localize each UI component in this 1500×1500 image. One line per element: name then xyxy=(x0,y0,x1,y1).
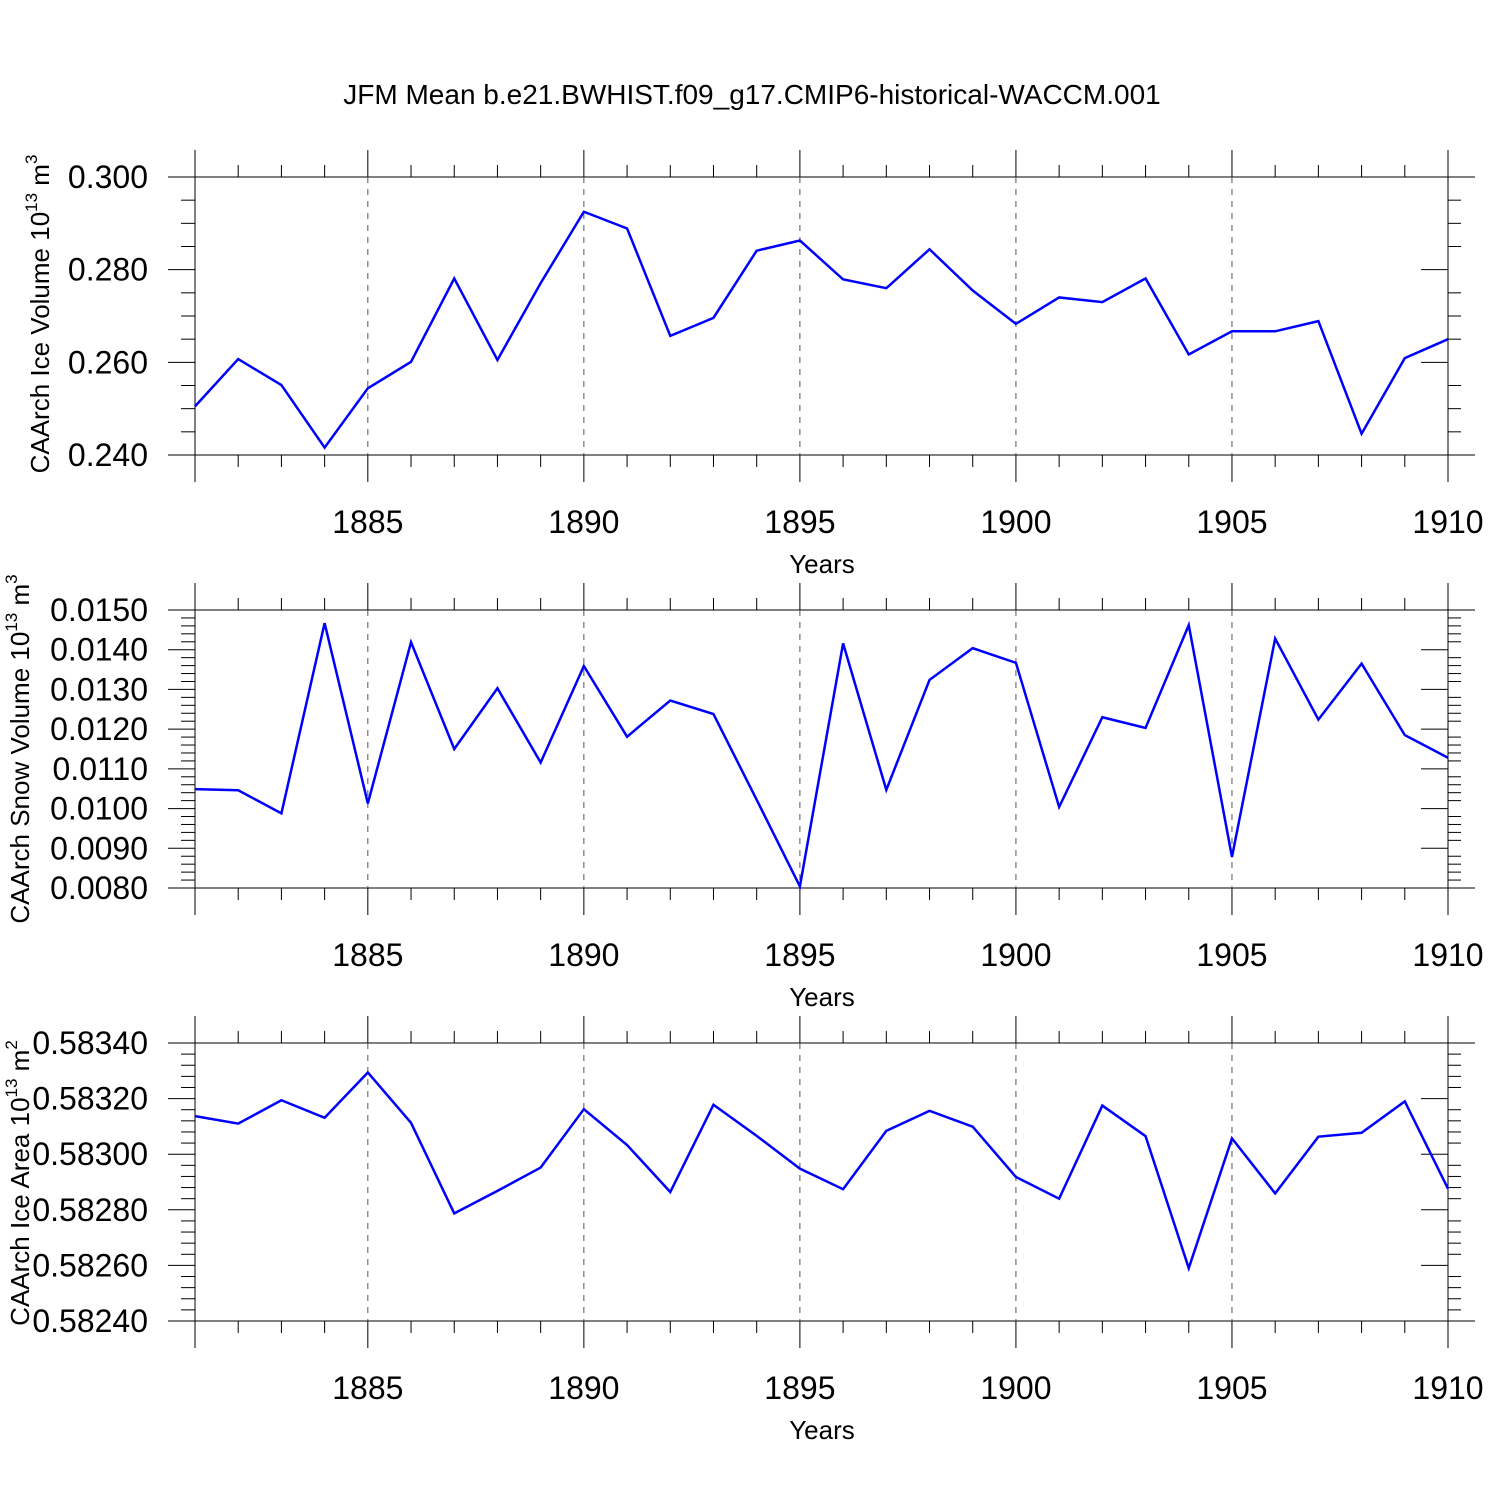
y-tick-label: 0.58280 xyxy=(32,1192,148,1228)
x-tick-label: 1900 xyxy=(980,1370,1051,1406)
y-tick-label: 0.0080 xyxy=(50,870,148,906)
y-tick-label: 0.58260 xyxy=(32,1247,148,1283)
y-tick-label: 0.240 xyxy=(68,437,148,473)
x-tick-label: 1910 xyxy=(1412,1370,1483,1406)
y-tick-label: 0.0130 xyxy=(50,671,148,707)
y-tick-label: 0.0110 xyxy=(53,751,149,787)
y-tick-label: 0.58320 xyxy=(32,1081,148,1117)
x-tick-label: 1900 xyxy=(980,504,1051,540)
y-tick-label: 0.58340 xyxy=(32,1025,148,1061)
y-tick-label: 0.260 xyxy=(68,344,148,380)
x-tick-label: 1890 xyxy=(548,504,619,540)
x-tick-label: 1885 xyxy=(332,504,403,540)
x-axis-label: Years xyxy=(789,549,855,579)
x-tick-label: 1905 xyxy=(1196,1370,1267,1406)
x-tick-label: 1910 xyxy=(1412,937,1483,973)
y-tick-label: 0.0100 xyxy=(50,791,148,827)
y-tick-label: 0.58240 xyxy=(32,1303,148,1339)
series-line xyxy=(194,210,1449,450)
panel-2: 1885 1890 1895 1900 1905 19100.00800.00900.01… xyxy=(2,574,1484,1012)
series-line xyxy=(194,620,1449,891)
x-axis-label: Years xyxy=(789,1415,855,1445)
x-tick-label: 1895 xyxy=(764,937,835,973)
panel-1: 1885 1890 1895 1900 1905 1910 0.240 0.260 0.280 0… xyxy=(22,150,1484,579)
x-tick-label: 1910 xyxy=(1412,504,1483,540)
panel-3: 1885 1890 1895 1900 1905 1910 0.58240 0.58260 0.… xyxy=(2,1016,1484,1445)
y-axis-label: CAArch Snow Volume 1013 m3 xyxy=(2,574,35,923)
chart-title: JFM Mean b.e21.BWHIST.f09_g17.CMIP6-hist… xyxy=(343,79,1160,110)
y-tick-label: 0.0140 xyxy=(50,632,148,668)
y-tick-label: 0.58300 xyxy=(32,1136,148,1172)
x-tick-label: 1905 xyxy=(1196,937,1267,973)
y-axis-label: CAArch Ice Volume 1013 m3 xyxy=(22,155,55,474)
x-tick-label: 1905 xyxy=(1196,504,1267,540)
x-tick-label: 1895 xyxy=(764,1370,835,1406)
y-tick-label: 0.0090 xyxy=(50,830,148,866)
y-tick-label: 0.280 xyxy=(68,252,148,288)
x-tick-label: 1895 xyxy=(764,504,835,540)
y-tick-label: 0.300 xyxy=(68,159,148,195)
x-tick-label: 1890 xyxy=(548,1370,619,1406)
y-axis-label: CAArch Ice Area 1013 m2 xyxy=(2,1040,35,1326)
y-tick-label: 0.0120 xyxy=(50,711,148,747)
series-line xyxy=(194,1070,1450,1273)
x-tick-label: 1885 xyxy=(332,1370,403,1406)
x-tick-label: 1900 xyxy=(980,937,1051,973)
x-tick-label: 1885 xyxy=(332,937,403,973)
y-tick-label: 0.0150 xyxy=(50,592,148,628)
x-tick-label: 1890 xyxy=(548,937,619,973)
x-axis-label: Years xyxy=(789,982,855,1012)
